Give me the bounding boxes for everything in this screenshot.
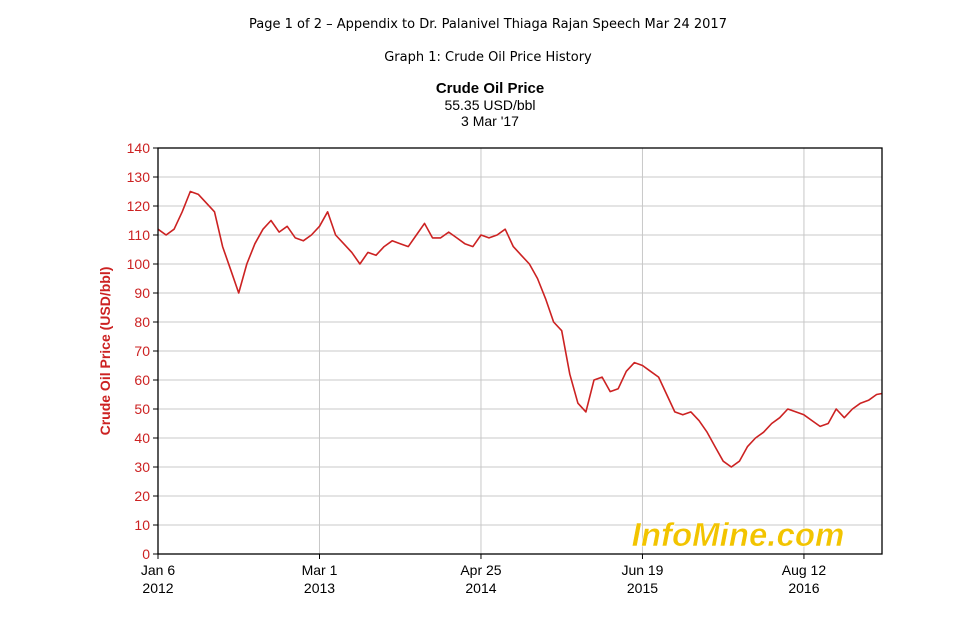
y-tick-label: 30 xyxy=(134,459,150,475)
graph-title: Graph 1: Crude Oil Price History xyxy=(384,50,592,65)
x-tick-label: Mar 1 xyxy=(302,562,338,578)
y-tick-label: 20 xyxy=(134,488,150,504)
x-tick-label: Apr 25 xyxy=(460,562,501,578)
y-tick-label: 70 xyxy=(134,343,150,359)
y-tick-label: 0 xyxy=(142,546,150,562)
x-tick-label: Jun 19 xyxy=(621,562,663,578)
y-tick-label: 60 xyxy=(134,372,150,388)
chart-date: 3 Mar '17 xyxy=(461,113,519,129)
x-tick-year-label: 2014 xyxy=(465,580,496,596)
line-layer xyxy=(157,190,883,468)
infomine-watermark: InfoMine.com xyxy=(632,516,845,553)
y-tick-label: 110 xyxy=(128,227,151,243)
x-tick-year-label: 2013 xyxy=(304,580,335,596)
grid-layer xyxy=(158,148,882,554)
price-series-line xyxy=(157,190,883,468)
y-tick-label: 40 xyxy=(134,430,150,446)
x-tick-year-label: 2012 xyxy=(142,580,173,596)
chart-price-value: 55.35 USD/bbl xyxy=(444,97,536,113)
y-axis-label: Crude Oil Price (USD/bbl) xyxy=(97,267,113,436)
x-tick-label: Aug 12 xyxy=(782,562,827,578)
x-tick-label: Jan 6 xyxy=(141,562,175,578)
y-tick-label: 120 xyxy=(127,198,151,214)
chart-title: Crude Oil Price xyxy=(435,80,545,97)
y-tick-label: 80 xyxy=(134,314,150,330)
page-header: Page 1 of 2 – Appendix to Dr. Palanivel … xyxy=(249,17,727,32)
axis-layer: 0 10 20 30 40 50 60 70 80 90 100 110 120 130 140 Jan 6 2… xyxy=(127,140,827,596)
y-tick-label: 100 xyxy=(127,256,151,272)
y-tick-label: 10 xyxy=(134,517,150,533)
y-tick-label: 50 xyxy=(134,401,150,417)
x-tick-year-label: 2015 xyxy=(627,580,658,596)
x-tick-year-label: 2016 xyxy=(788,580,819,596)
y-tick-label: 90 xyxy=(134,285,150,301)
y-tick-label: 130 xyxy=(127,169,151,185)
y-tick-label: 140 xyxy=(127,140,151,156)
